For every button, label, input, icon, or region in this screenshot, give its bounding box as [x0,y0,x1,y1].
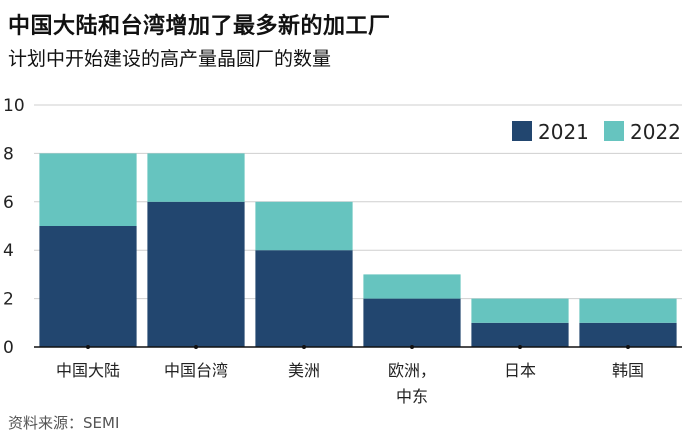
bar-2022-1 [147,153,245,202]
x-tick-mark-2 [302,345,306,349]
bar-2021-3 [363,298,461,347]
bar-2021-4 [471,322,569,347]
x-category-label-3: 欧洲，中东 [388,361,436,406]
bar-2021-2 [255,250,353,347]
y-tick-label-4: 4 [3,241,14,261]
x-category-label-5: 韩国 [612,361,644,380]
legend-swatch-2022 [604,121,624,141]
chart-title: 中国大陆和台湾增加了最多新的加工厂 [8,14,391,39]
x-tick-mark-4 [518,345,522,349]
x-category-label-0: 中国大陆 [56,361,120,380]
bar-2022-5 [579,298,677,323]
bar-2021-1 [147,201,245,347]
x-category-label-2: 美洲 [288,361,320,380]
x-tick-mark-0 [86,345,90,349]
bar-2021-0 [39,226,137,347]
chart-source: 资料来源：SEMI [8,414,120,432]
x-tick-mark-5 [626,345,630,349]
bar-2022-4 [471,298,569,323]
bar-2022-3 [363,274,461,299]
bar-2022-0 [39,153,137,226]
legend-label-2022: 2022 [630,120,681,144]
x-category-label-4: 日本 [504,361,536,380]
y-tick-label-8: 8 [3,144,14,164]
legend-swatch-2021 [512,121,532,141]
x-category-label-1: 中国台湾 [164,361,228,380]
x-tick-mark-1 [194,345,198,349]
x-tick-mark-3 [410,345,414,349]
y-tick-label-10: 10 [3,96,25,116]
y-tick-label-2: 2 [3,290,14,310]
bar-2021-5 [579,322,677,347]
legend-label-2021: 2021 [538,120,589,144]
y-tick-label-0: 0 [3,338,14,358]
chart-subtitle: 计划中开始建设的高产量晶圆厂的数量 [8,48,332,70]
y-tick-label-6: 6 [3,193,14,213]
bar-2022-2 [255,201,353,251]
